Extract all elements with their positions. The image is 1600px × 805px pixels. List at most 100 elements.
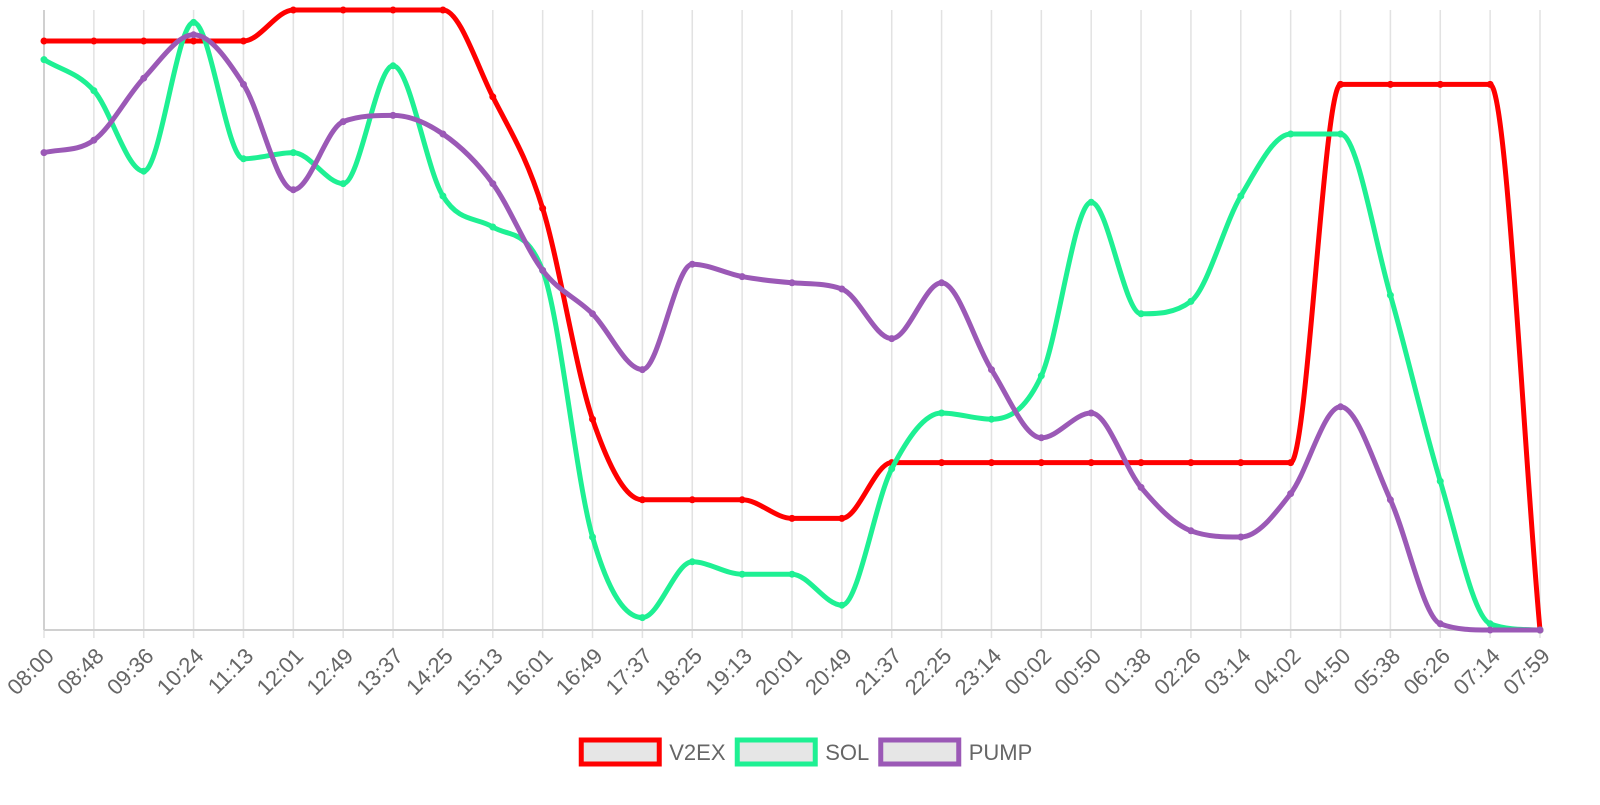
x-tick-label: 09:36 <box>102 643 159 700</box>
data-point-v2ex <box>289 6 297 14</box>
data-point-v2ex <box>738 496 746 504</box>
data-point-sol <box>688 558 696 566</box>
data-point-sol <box>1337 130 1345 138</box>
x-tick-label: 12:49 <box>301 643 358 700</box>
data-point-pump <box>289 186 297 194</box>
axes <box>43 10 1540 631</box>
data-point-v2ex <box>589 415 597 423</box>
data-point-sol <box>90 87 98 95</box>
data-point-pump <box>638 366 646 374</box>
data-point-v2ex <box>439 6 447 14</box>
data-point-sol <box>239 155 247 163</box>
data-point-v2ex <box>1137 459 1145 467</box>
x-tick-label: 12:01 <box>252 643 309 700</box>
data-point-sol <box>888 465 896 473</box>
data-point-sol <box>489 223 497 231</box>
data-point-pump <box>688 260 696 268</box>
data-point-sol <box>1386 291 1394 299</box>
legend-swatch-v2ex <box>578 737 662 767</box>
data-point-sol <box>339 180 347 188</box>
data-point-pump <box>1337 403 1345 411</box>
data-point-pump <box>1187 527 1195 535</box>
data-point-sol <box>1237 192 1245 200</box>
x-tick-label: 14:25 <box>401 643 458 700</box>
x-tick-label: 01:38 <box>1099 643 1156 700</box>
x-tick-label: 23:14 <box>950 643 1007 700</box>
data-point-pump <box>1536 626 1544 634</box>
data-point-v2ex <box>1486 80 1494 88</box>
x-tick-label: 21:37 <box>850 643 907 700</box>
series-lines <box>40 6 1544 634</box>
data-point-sol <box>1486 620 1494 628</box>
data-point-pump <box>838 285 846 293</box>
data-point-pump <box>239 80 247 88</box>
x-tick-label: 05:38 <box>1349 643 1406 700</box>
x-tick-label: 10:24 <box>152 643 209 700</box>
x-tick-label: 02:26 <box>1149 643 1206 700</box>
legend-swatch-sol <box>734 737 818 767</box>
x-tick-label: 15:13 <box>451 643 508 700</box>
legend-item-sol[interactable]: SOL <box>734 737 869 767</box>
data-point-v2ex <box>339 6 347 14</box>
data-point-pump <box>339 118 347 126</box>
data-point-sol <box>589 533 597 541</box>
data-point-sol <box>1137 310 1145 318</box>
data-point-v2ex <box>938 459 946 467</box>
data-point-v2ex <box>1087 459 1095 467</box>
x-tick-label: 17:37 <box>601 643 658 700</box>
data-point-sol <box>1037 372 1045 380</box>
x-tick-label: 06:26 <box>1399 643 1456 700</box>
series-v2ex <box>40 6 1544 634</box>
data-point-pump <box>1386 496 1394 504</box>
data-point-sol <box>140 167 148 175</box>
data-point-pump <box>539 266 547 274</box>
x-tick-label: 00:02 <box>1000 643 1057 700</box>
data-point-v2ex <box>788 514 796 522</box>
series-pump <box>40 31 1544 634</box>
x-tick-label: 07:14 <box>1448 643 1505 700</box>
data-point-pump <box>389 111 397 119</box>
legend-swatch-pump <box>878 737 962 767</box>
data-point-sol <box>439 192 447 200</box>
series-line-v2ex <box>41 7 1543 633</box>
legend-item-v2ex[interactable]: V2EX <box>578 737 726 767</box>
data-point-v2ex <box>389 6 397 14</box>
data-point-pump <box>589 310 597 318</box>
data-point-pump <box>439 130 447 138</box>
data-point-sol <box>1436 477 1444 485</box>
data-point-pump <box>1037 434 1045 442</box>
data-point-v2ex <box>1436 80 1444 88</box>
data-point-pump <box>190 31 198 39</box>
x-tick-label: 16:49 <box>551 643 608 700</box>
data-point-pump <box>489 180 497 188</box>
x-tick-label: 20:49 <box>800 643 857 700</box>
data-point-pump <box>888 335 896 343</box>
legend-label-pump: PUMP <box>969 740 1033 765</box>
legend-label-v2ex: V2EX <box>669 740 726 765</box>
data-point-v2ex <box>987 459 995 467</box>
data-point-pump <box>788 279 796 287</box>
data-point-sol <box>190 18 198 26</box>
data-point-v2ex <box>1237 459 1245 467</box>
data-point-sol <box>40 56 48 64</box>
data-point-sol <box>788 570 796 578</box>
legend-item-pump[interactable]: PUMP <box>878 737 1033 767</box>
x-tick-label: 00:50 <box>1049 643 1106 700</box>
x-tick-label: 03:14 <box>1199 643 1256 700</box>
data-point-v2ex <box>1037 459 1045 467</box>
x-tick-label: 04:50 <box>1299 643 1356 700</box>
data-point-pump <box>987 366 995 374</box>
data-point-v2ex <box>688 496 696 504</box>
legend-label-sol: SOL <box>825 740 869 765</box>
data-point-v2ex <box>190 37 198 45</box>
data-point-sol <box>1187 297 1195 305</box>
data-point-pump <box>90 136 98 144</box>
data-point-pump <box>40 149 48 157</box>
series-sol <box>40 18 1544 634</box>
data-point-pump <box>1287 490 1295 498</box>
data-point-pump <box>1087 409 1095 417</box>
data-point-v2ex <box>1386 80 1394 88</box>
data-point-pump <box>1237 533 1245 541</box>
data-point-v2ex <box>239 37 247 45</box>
